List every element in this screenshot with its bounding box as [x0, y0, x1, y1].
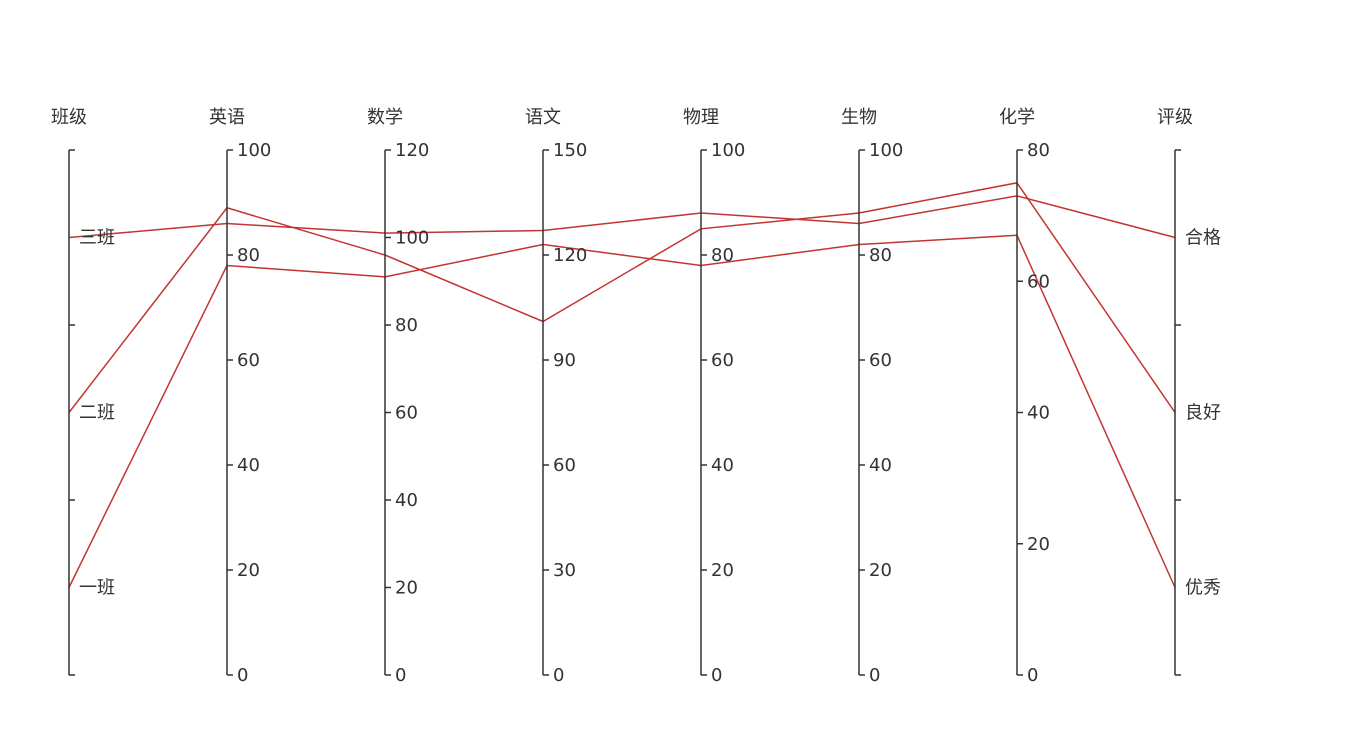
- tick-label: 80: [711, 245, 734, 266]
- category-label: 二班: [79, 403, 115, 424]
- tick-label: 100: [237, 140, 271, 161]
- tick-label: 60: [237, 350, 260, 371]
- axis-5: 物理 0 20 40 60 80 100: [683, 107, 745, 686]
- axes: 班级一班二班三班英语020406080100数学020406080100120语…: [51, 107, 1221, 686]
- tick-label: 0: [237, 665, 248, 686]
- tick-label: 40: [1027, 403, 1050, 424]
- tick-label: 90: [553, 350, 576, 371]
- category-label: 良好: [1185, 403, 1221, 424]
- tick-label: 0: [553, 665, 564, 686]
- category-label: 一班: [79, 578, 115, 599]
- tick-label: 120: [395, 140, 429, 161]
- axis-4: 语文 0 30 60 90 120 150: [525, 107, 587, 686]
- axis-name-label: 英语: [209, 107, 245, 128]
- axis-name-label: 语文: [525, 107, 561, 128]
- axis-7: 化学 0 20 40 60 80: [999, 107, 1050, 686]
- tick-label: 0: [869, 665, 880, 686]
- series-lines: [68, 181, 1176, 588]
- series-line-2: [68, 181, 1176, 413]
- category-label: 合格: [1185, 228, 1221, 249]
- tick-label: 40: [237, 455, 260, 476]
- axis-name-label: 生物: [841, 107, 877, 128]
- tick-label: 100: [869, 140, 903, 161]
- tick-label: 20: [869, 560, 892, 581]
- tick-label: 0: [711, 665, 722, 686]
- tick-label: 30: [553, 560, 576, 581]
- tick-label: 120: [553, 245, 587, 266]
- axis-name-label: 班级: [51, 107, 87, 128]
- tick-label: 60: [553, 455, 576, 476]
- tick-label: 20: [1027, 534, 1050, 555]
- tick-label: 20: [711, 560, 734, 581]
- axis-2: 英语 0 20 40 60 80 100: [209, 107, 271, 686]
- axis-name-label: 化学: [999, 107, 1035, 128]
- category-label: 三班: [79, 228, 115, 249]
- axis-name-label: 数学: [367, 107, 403, 128]
- series-line-3: [68, 195, 1176, 239]
- axis-3: 数学 0 20 40 60 80 100 120: [367, 107, 429, 686]
- tick-label: 100: [711, 140, 745, 161]
- tick-label: 80: [237, 245, 260, 266]
- tick-label: 40: [395, 490, 418, 511]
- tick-label: 150: [553, 140, 587, 161]
- tick-label: 80: [869, 245, 892, 266]
- series-line-1: [68, 234, 1176, 588]
- tick-label: 60: [711, 350, 734, 371]
- tick-label: 0: [395, 665, 406, 686]
- tick-label: 40: [869, 455, 892, 476]
- tick-label: 60: [1027, 271, 1050, 292]
- tick-label: 40: [711, 455, 734, 476]
- axis-name-label: 评级: [1157, 107, 1193, 128]
- tick-label: 60: [869, 350, 892, 371]
- tick-label: 100: [395, 228, 429, 249]
- axis-name-label: 物理: [683, 107, 719, 128]
- tick-label: 60: [395, 403, 418, 424]
- axis-6: 生物 0 20 40 60 80 100: [841, 107, 903, 686]
- tick-label: 80: [395, 315, 418, 336]
- tick-label: 0: [1027, 665, 1038, 686]
- category-label: 优秀: [1185, 578, 1221, 599]
- tick-label: 80: [1027, 140, 1050, 161]
- tick-label: 20: [237, 560, 260, 581]
- tick-label: 20: [395, 578, 418, 599]
